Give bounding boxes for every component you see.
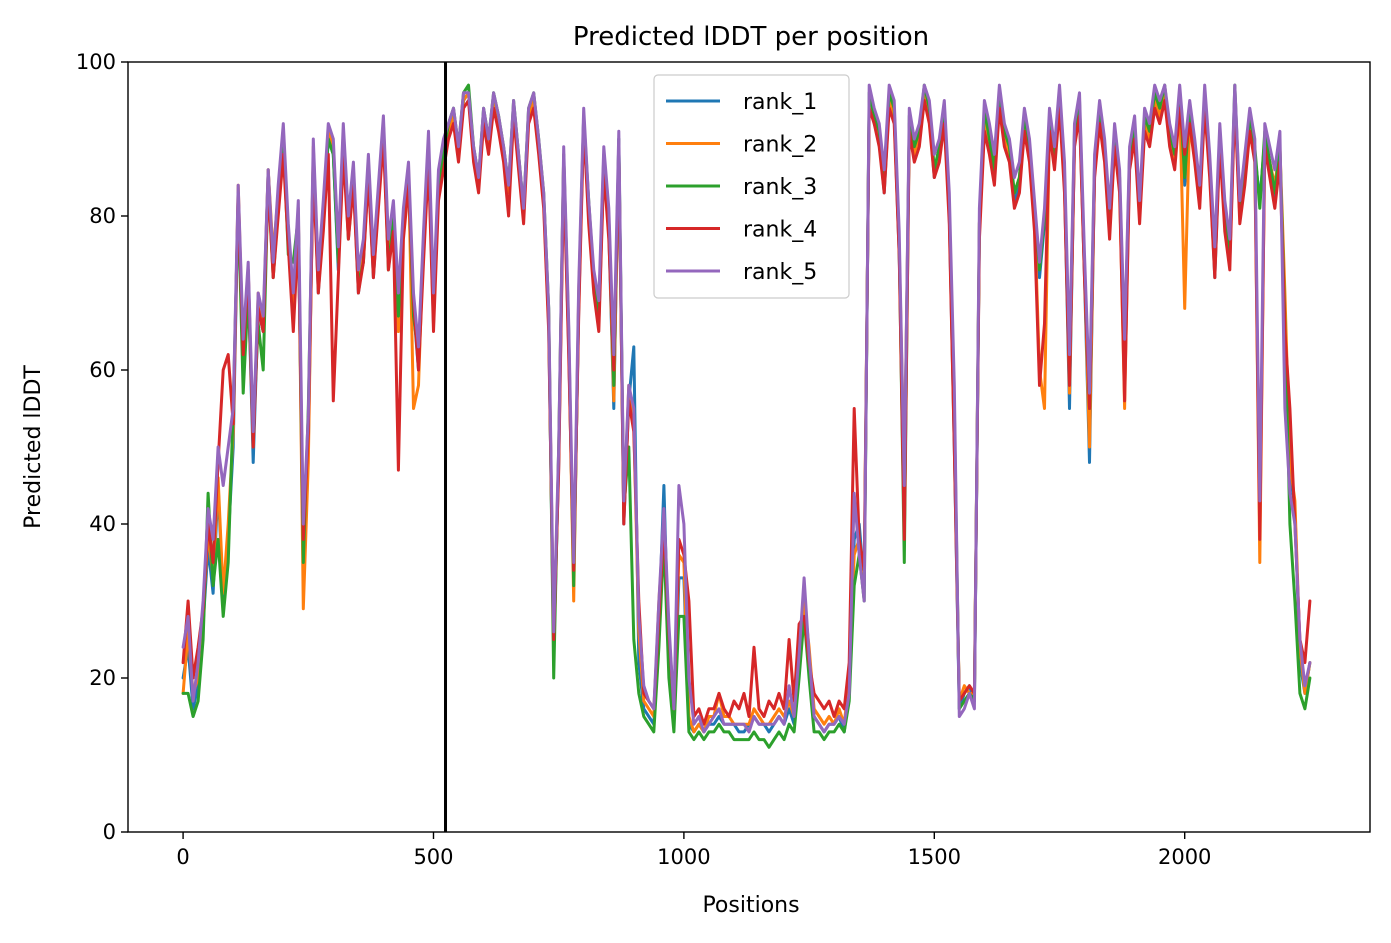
series-line-rank-5 xyxy=(181,83,1312,734)
y-tick-label: 0 xyxy=(103,820,116,844)
x-tick-label: 2000 xyxy=(1158,845,1211,869)
legend-label-rank-1: rank_1 xyxy=(743,90,817,115)
plot-frame xyxy=(127,61,1371,833)
y-axis: 0 20 40 60 80 100 xyxy=(76,50,128,844)
y-tick-label: 40 xyxy=(89,512,116,536)
x-tick-label: 0 xyxy=(176,845,189,869)
series-layer xyxy=(181,83,1312,749)
x-tick-label: 1000 xyxy=(657,845,710,869)
y-tick-label: 100 xyxy=(76,50,116,74)
legend: rank_1 rank_2 rank_3 rank_4 rank_5 xyxy=(653,74,850,299)
legend-label-rank-3: rank_3 xyxy=(743,175,817,200)
x-tick-label: 1500 xyxy=(908,845,961,869)
legend-label-rank-4: rank_4 xyxy=(743,218,817,243)
x-axis-label: Positions xyxy=(702,893,799,918)
y-axis-label: Predicted lDDT xyxy=(21,365,46,529)
x-axis: 0 500 1000 1500 2000 xyxy=(176,832,1211,869)
x-tick-label: 500 xyxy=(413,845,453,869)
y-tick-label: 60 xyxy=(89,358,116,382)
chart-title: Predicted lDDT per position xyxy=(573,22,929,52)
legend-box xyxy=(653,74,850,299)
y-tick-label: 20 xyxy=(89,666,116,690)
legend-label-rank-5: rank_5 xyxy=(743,260,817,285)
legend-label-rank-2: rank_2 xyxy=(743,133,817,158)
y-tick-label: 80 xyxy=(89,204,116,228)
